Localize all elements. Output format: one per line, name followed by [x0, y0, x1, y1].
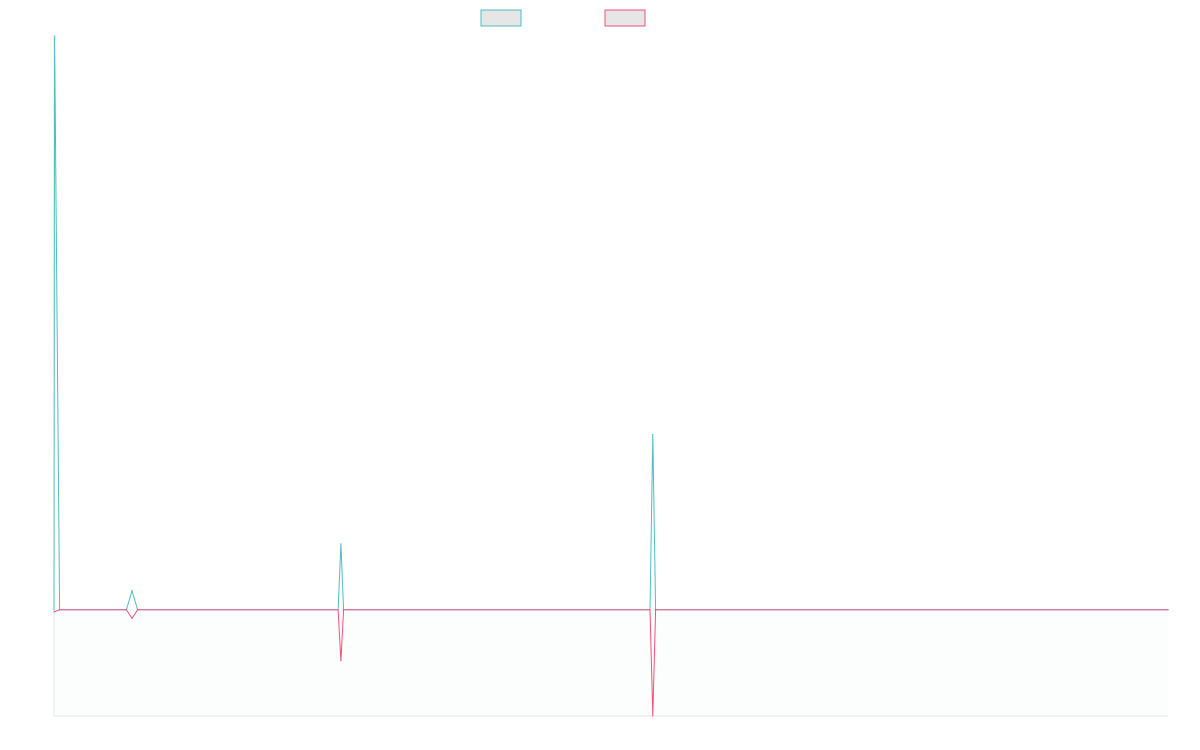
baseline-fill: [54, 609, 1168, 716]
data-point-series-2-10: [654, 609, 657, 611]
legend-swatch-series-1[interactable]: [480, 9, 522, 27]
data-point-series-2-0: [53, 611, 55, 613]
data-point-series-1-1: [53, 35, 56, 37]
data-point-series-1-10: [652, 433, 654, 436]
data-point-series-2-2: [125, 609, 128, 611]
data-point-series-2-4: [136, 609, 139, 611]
plot-area: [53, 35, 1169, 717]
data-point-series-2-6: [340, 660, 342, 662]
data-point-series-2-9: [652, 715, 654, 717]
data-point-series-2-7: [343, 609, 345, 611]
data-point-series-2-8: [649, 609, 651, 611]
data-point-series-2-5: [337, 609, 339, 611]
series-line-1: [53, 35, 1168, 611]
legend[interactable]: [480, 9, 646, 27]
legend-swatch-series-2[interactable]: [604, 9, 646, 27]
series-line-2: [53, 609, 1168, 717]
data-point-series-2-11: [1167, 609, 1169, 611]
data-point-series-2-1: [58, 609, 61, 611]
data-point-series-2-3: [131, 617, 133, 619]
data-point-series-1-7: [340, 543, 342, 545]
data-point-series-1-4: [131, 590, 133, 592]
data-point-series-1-0: [53, 609, 55, 611]
